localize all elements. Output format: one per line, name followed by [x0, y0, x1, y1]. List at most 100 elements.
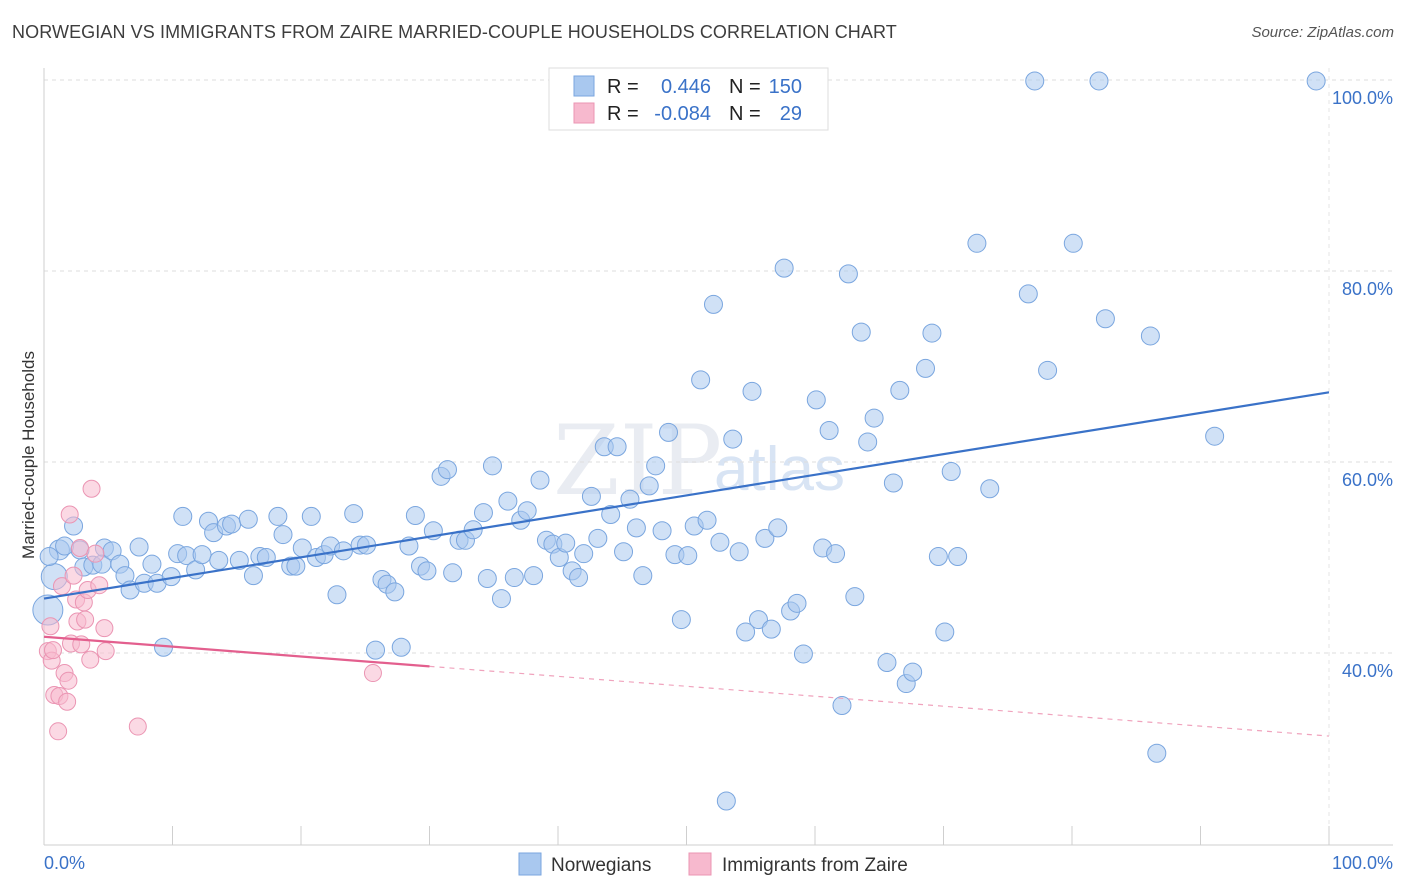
norwegians-point: [703, 294, 723, 314]
norwegians-point: [883, 473, 903, 493]
trend-line-zaire-extension: [429, 665, 1330, 737]
norwegians-point: [691, 370, 711, 390]
norwegians-point: [437, 460, 457, 480]
norwegians-point: [273, 525, 293, 545]
norwegians-point: [222, 514, 242, 534]
norwegians-point: [268, 506, 288, 526]
norwegians-point: [173, 506, 193, 526]
x-tick-label-0: 0.0%: [44, 853, 85, 873]
norwegians-point: [806, 390, 826, 410]
norwegians-point: [344, 504, 364, 524]
norwegians-point: [916, 358, 936, 378]
norwegians-point: [517, 501, 537, 521]
norwegians-point: [928, 547, 948, 567]
norwegians-point: [697, 510, 717, 530]
norwegians-point: [405, 505, 425, 525]
norwegians-point: [477, 569, 497, 589]
zaire-point: [70, 538, 89, 557]
norwegians-point: [39, 547, 59, 567]
y-tick-label-60: 60.0%: [1342, 470, 1393, 490]
norwegians-point: [633, 566, 653, 586]
norwegians-point: [417, 561, 437, 581]
norwegians-point: [491, 589, 511, 609]
norwegians-point: [793, 644, 813, 664]
norwegians-point: [877, 653, 897, 673]
legend-r-value-1: 0.446: [661, 76, 711, 98]
norwegians-point: [229, 550, 249, 570]
legend-swatch-zaire: [573, 102, 595, 124]
norwegians-point: [774, 258, 794, 278]
norwegians-point: [678, 546, 698, 566]
trend-line-zaire: [43, 635, 430, 668]
series-zaire-points: [38, 479, 382, 741]
norwegians-point: [129, 537, 149, 557]
chart-title: NORWEGIAN VS IMMIGRANTS FROM ZAIRE MARRI…: [12, 22, 897, 42]
norwegians-point: [473, 503, 493, 523]
zaire-point: [81, 650, 100, 669]
chart-source: Source: ZipAtlas.com: [1251, 24, 1394, 41]
legend-n-value-2: 29: [780, 103, 802, 125]
x-axis-ticks: [43, 826, 1330, 845]
norwegians-point: [238, 509, 258, 529]
norwegians-point: [1147, 743, 1167, 763]
norwegians-point: [826, 544, 846, 564]
norwegians-point: [851, 322, 871, 342]
norwegians-point: [192, 545, 212, 565]
y-axis-label: Married-couple Households: [19, 351, 38, 559]
bottom-legend-swatch-norwegians: [518, 852, 542, 876]
legend-r-label-2: R =: [607, 103, 639, 125]
norwegians-point: [482, 456, 502, 476]
zaire-point: [76, 610, 95, 629]
norwegians-point: [524, 566, 544, 586]
correlation-legend: R = 0.446 N = 150 R = -0.084 N = 29: [548, 67, 829, 131]
norwegians-point: [385, 582, 405, 602]
zaire-point: [96, 642, 115, 661]
norwegians-point: [845, 587, 865, 607]
norwegians-point: [659, 422, 679, 442]
norwegians-point: [1038, 360, 1058, 380]
zaire-point: [59, 671, 78, 690]
norwegians-point: [935, 622, 955, 642]
bottom-legend-swatch-zaire: [688, 852, 712, 876]
norwegians-point: [209, 550, 229, 570]
norwegians-point: [922, 323, 942, 343]
norwegians-point: [819, 420, 839, 440]
y-tick-label-80: 80.0%: [1342, 279, 1393, 299]
norwegians-point: [556, 533, 576, 553]
y-tick-label-100: 100.0%: [1332, 88, 1393, 108]
norwegians-point: [601, 505, 621, 525]
norwegians-point: [832, 696, 852, 716]
trend-line-norwegians: [43, 391, 1330, 600]
norwegians-point: [967, 233, 987, 253]
norwegians-point: [498, 491, 518, 511]
norwegians-point: [941, 462, 961, 482]
legend-swatch-norwegians: [573, 75, 595, 97]
norwegians-point: [504, 568, 524, 588]
norwegians-point: [530, 470, 550, 490]
series-legend: Norwegians Immigrants from Zaire: [518, 852, 908, 876]
norwegians-point: [366, 640, 386, 660]
zaire-point: [58, 692, 77, 711]
norwegians-point: [736, 622, 756, 642]
norwegians-point: [1063, 233, 1083, 253]
norwegians-point: [327, 585, 347, 605]
norwegians-point: [948, 547, 968, 567]
zaire-point: [128, 717, 147, 736]
norwegians-point: [890, 380, 910, 400]
norwegians-point: [742, 381, 762, 401]
zaire-point: [60, 505, 79, 524]
norwegians-point: [858, 432, 878, 452]
legend-r-label-1: R =: [607, 76, 639, 98]
norwegians-point: [710, 532, 730, 552]
norwegians-point: [787, 593, 807, 613]
legend-n-value-1: 150: [769, 76, 802, 98]
norwegians-point: [443, 563, 463, 583]
legend-n-label-2: N =: [729, 103, 761, 125]
zaire-point: [363, 664, 382, 683]
norwegians-point: [301, 506, 321, 526]
norwegians-point: [723, 429, 743, 449]
norwegians-point: [1306, 71, 1326, 91]
norwegians-point: [980, 479, 1000, 499]
norwegians-point: [903, 662, 923, 682]
